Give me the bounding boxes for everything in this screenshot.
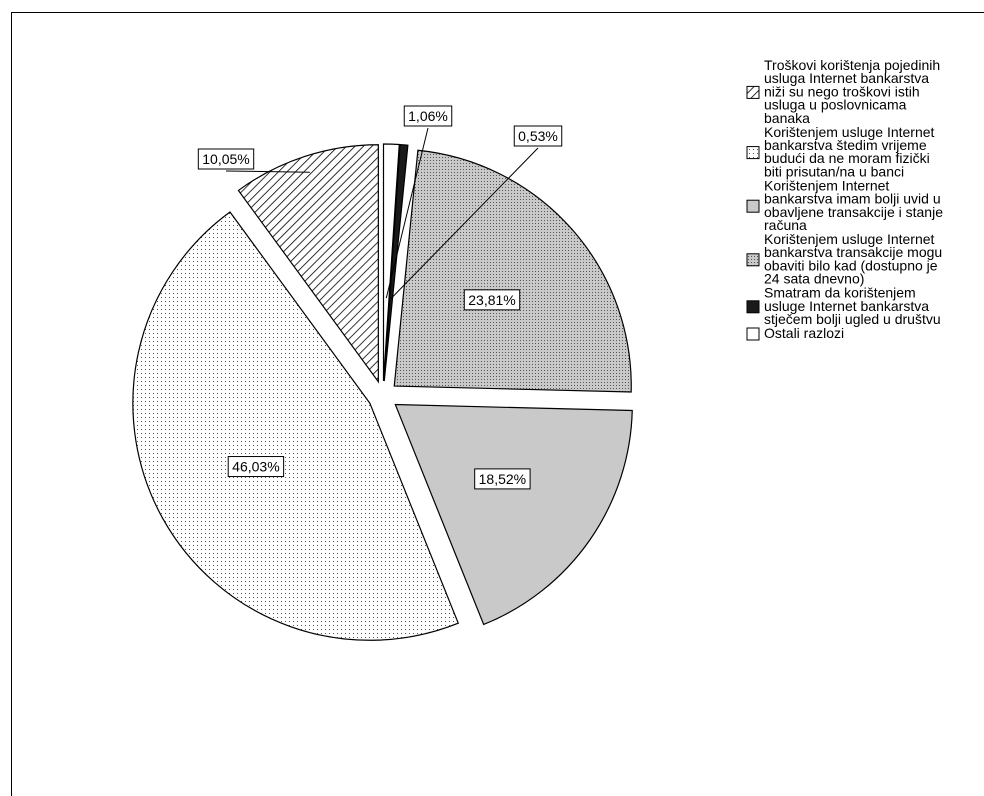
data-label-box xyxy=(513,125,563,147)
legend-entry: Korištenjem usluge Internet bankarstva št… xyxy=(764,124,935,180)
legend-swatch xyxy=(746,327,760,341)
data-label: 1,06% xyxy=(408,108,448,124)
legend-swatch xyxy=(746,300,760,314)
data-label: 0,53% xyxy=(518,128,558,144)
data-label: 10,05% xyxy=(202,151,249,167)
pie-slice xyxy=(237,144,379,384)
pie-slice xyxy=(132,211,460,641)
legend-entry: Ostali razlozi xyxy=(764,325,844,341)
legend: Troškovi korištenja pojedinih usluga Inte… xyxy=(746,57,943,341)
leader-line xyxy=(385,127,429,299)
legend-swatch xyxy=(746,85,760,99)
legend-entry: Korištenjem Internet bankarstva imam bolj… xyxy=(764,177,943,233)
legend-swatch xyxy=(746,253,760,267)
data-label-box xyxy=(403,105,453,127)
pie-slice xyxy=(383,143,409,382)
data-label: 46,03% xyxy=(232,459,279,475)
pie-slice xyxy=(394,403,633,626)
pie-slice xyxy=(382,143,400,382)
leader-lines xyxy=(225,127,539,299)
legend-swatch xyxy=(746,199,760,213)
legend-entry: Korištenjem usluge Internet bankarstva tr… xyxy=(764,231,942,287)
pie-slices xyxy=(132,143,633,641)
data-label: 18,52% xyxy=(479,471,526,487)
legend-swatch xyxy=(746,146,760,160)
leader-line xyxy=(390,147,539,299)
data-label-box xyxy=(474,468,531,490)
legend-entry: Troškovi korištenja pojedinih usluga Inte… xyxy=(764,57,940,126)
leader-line xyxy=(225,170,310,173)
data-label-box xyxy=(463,289,521,311)
data-label: 23,81% xyxy=(468,292,515,308)
data-label-box xyxy=(197,148,255,170)
data-label-box xyxy=(227,456,285,478)
legend-entry: Smatram da korištenjem usluge Internet ba… xyxy=(764,285,941,327)
plot-border xyxy=(11,12,984,796)
data-labels: 10,05% 46,03% 18,52% 23,81% 0,53% 1,06% xyxy=(197,105,563,490)
pie-slice xyxy=(393,149,632,393)
